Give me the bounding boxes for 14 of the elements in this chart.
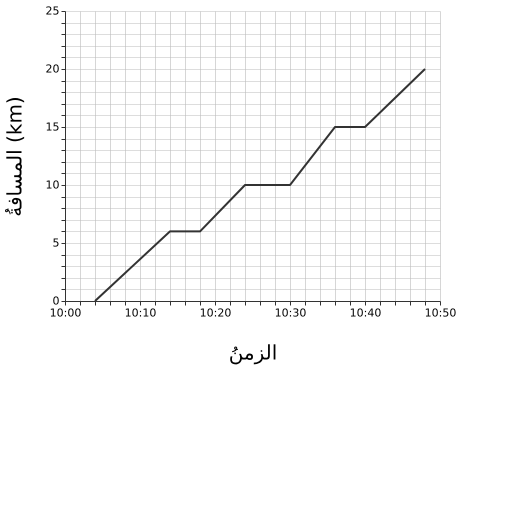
y-axis-title: المسافةُ (km)	[2, 96, 27, 217]
y-tick-label: 5	[52, 236, 60, 250]
x-tick-label: 10:40	[350, 306, 382, 320]
y-tick-label: 0	[52, 294, 60, 308]
y-tick-label: 10	[46, 178, 60, 192]
x-tick-label: 10:30	[274, 306, 306, 320]
x-tick-label: 10:20	[200, 306, 232, 320]
x-tick-label: 10:50	[424, 306, 456, 320]
y-tick-label: 15	[46, 120, 60, 134]
y-tick-label: 25	[46, 4, 60, 18]
y-tick-label: 20	[46, 62, 60, 76]
x-tick-label: 10:00	[50, 306, 82, 320]
x-axis-title: الزمنُ	[228, 340, 278, 364]
x-tick-label: 10:10	[124, 306, 156, 320]
